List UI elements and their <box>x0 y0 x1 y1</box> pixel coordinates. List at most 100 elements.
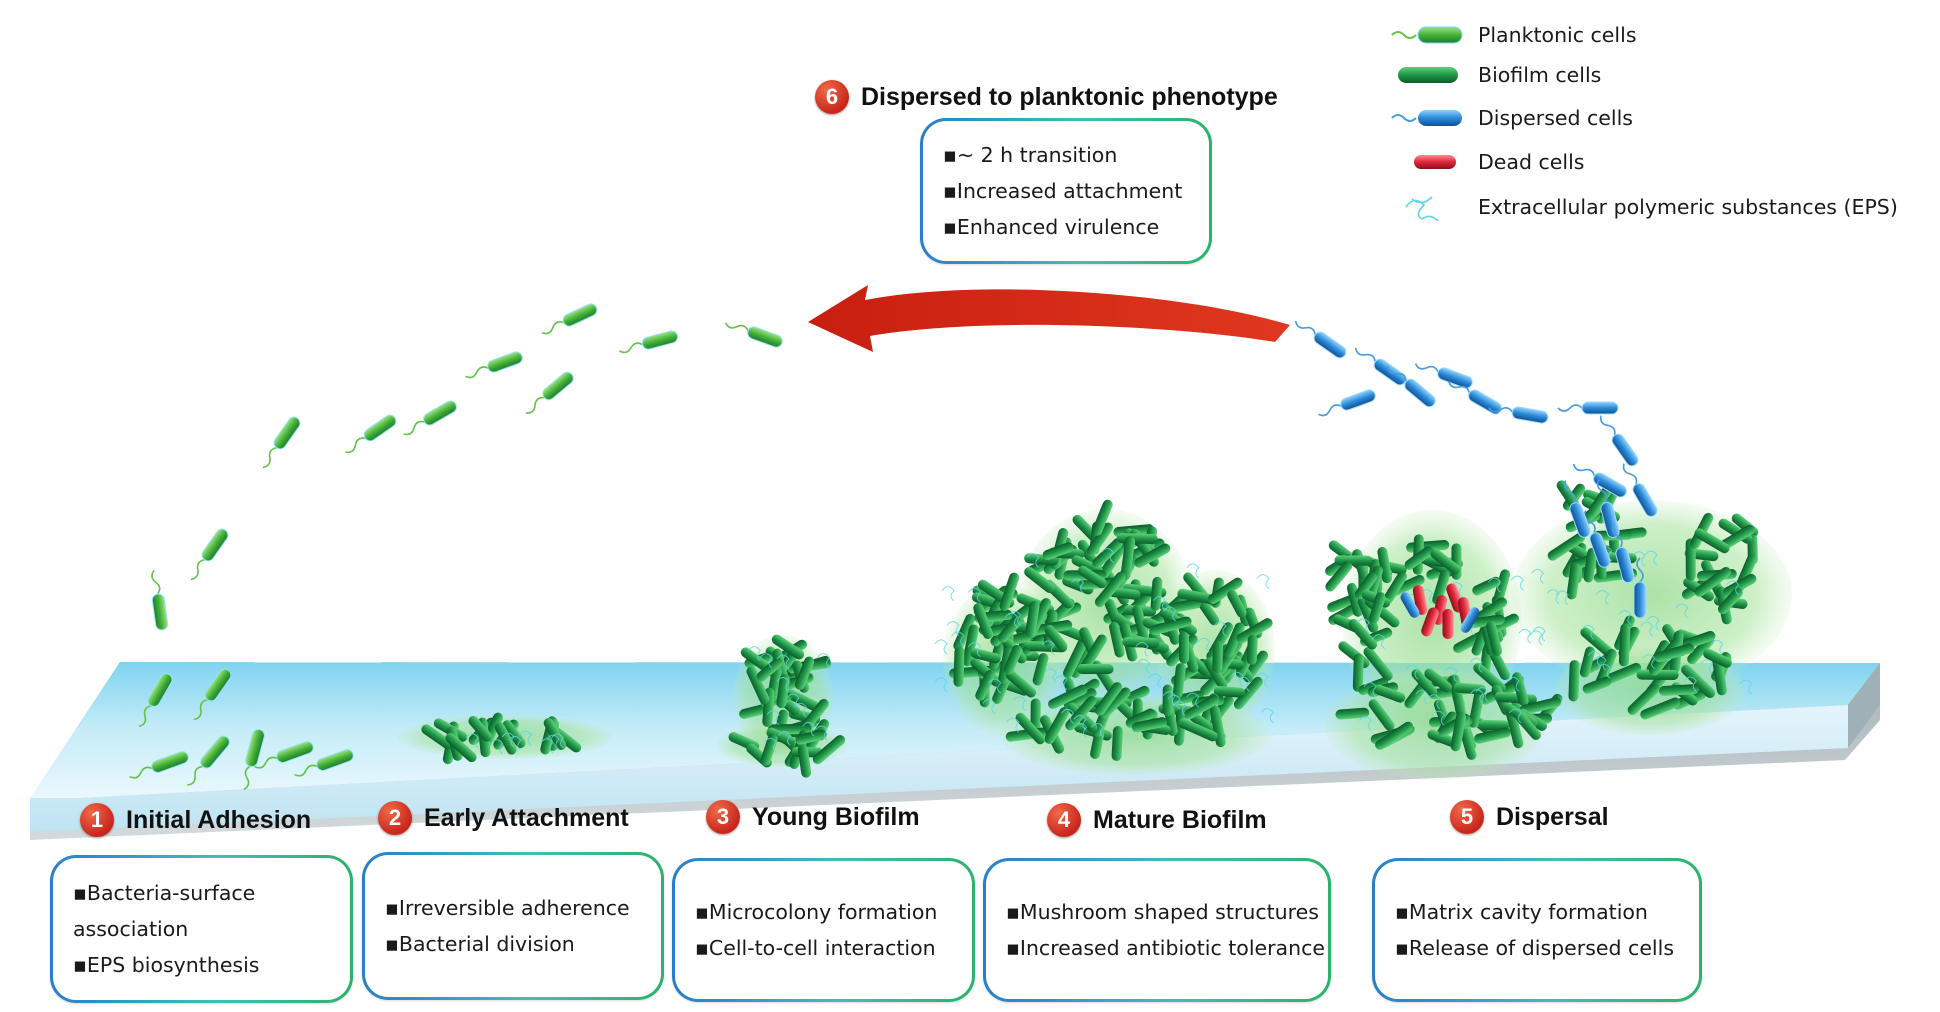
eps-strand <box>1531 568 1545 584</box>
eps-strand <box>934 677 948 693</box>
biofilm-cell <box>1223 622 1245 658</box>
dead-cell <box>1421 607 1439 637</box>
biofilm-cell <box>746 666 770 705</box>
stage-title: Dispersal <box>1496 802 1609 831</box>
stage-1-title: 1 Initial Adhesion <box>80 803 311 837</box>
biofilm-cell <box>1162 684 1173 717</box>
stage-2-box: ▪Irreversible adherence ▪Bacterial divis… <box>362 852 664 1000</box>
biofilm-cell <box>1547 532 1585 561</box>
biofilm-cell <box>1694 567 1732 597</box>
biofilm-cell <box>1044 707 1070 745</box>
dispersed-cell <box>1487 406 1549 424</box>
stage-title: Mature Biofilm <box>1093 805 1267 834</box>
biofilm-cell <box>970 648 1001 664</box>
dispersed-cell <box>1633 557 1647 619</box>
eps-strand <box>1427 694 1441 710</box>
eps-strand <box>1013 696 1027 711</box>
eps-strand <box>1090 722 1104 738</box>
eps-strand <box>490 739 504 755</box>
biofilm-cell <box>1450 711 1466 752</box>
biofilm-cell <box>1486 621 1503 656</box>
biofilm-cell <box>794 656 815 690</box>
eps-strand <box>1632 551 1646 567</box>
stage-point: ▪Matrix cavity formation <box>1395 900 1648 924</box>
legend-label: Biofilm cells <box>1478 63 1602 87</box>
biofilm-cell <box>1411 668 1438 697</box>
eps-strand <box>766 710 780 726</box>
stage-point: ▪Irreversible adherence <box>385 896 630 920</box>
eps-strand <box>967 642 982 657</box>
biofilm-cell <box>1044 624 1068 652</box>
stage-point: ▪Increased attachment <box>943 179 1183 203</box>
eps-strand <box>1593 655 1607 671</box>
biofilm-cell <box>1357 596 1379 633</box>
biofilm-cell <box>1003 644 1023 675</box>
biofilm-cell <box>1712 654 1727 696</box>
biofilm-cell <box>1720 524 1755 550</box>
eps-strand <box>747 646 761 662</box>
biofilm-cell <box>1212 640 1224 674</box>
eps-strand <box>1596 589 1610 605</box>
planktonic-cell <box>525 371 574 414</box>
biofilm-cell <box>1449 674 1466 718</box>
eps-strand <box>802 721 816 737</box>
eps-strand <box>1642 654 1656 670</box>
dispersed-cell <box>1622 463 1658 517</box>
eps-strand <box>1137 658 1151 674</box>
biofilm-cell <box>1170 598 1202 613</box>
biofilm-cell <box>1566 562 1581 600</box>
planktonic-cell <box>193 668 232 721</box>
biofilm-cell <box>1077 663 1114 675</box>
biofilm-cell <box>1468 689 1485 728</box>
stage-title: Early Attachment <box>424 803 629 832</box>
eps-strand <box>1163 606 1177 622</box>
planktonic-cell <box>345 414 397 454</box>
biofilm-cell <box>1132 605 1150 643</box>
eps-strand <box>1167 694 1181 710</box>
biofilm-cell <box>1108 587 1141 600</box>
biofilm-cell <box>1368 699 1395 731</box>
eps-strand <box>1356 618 1370 634</box>
stage-title: Young Biofilm <box>752 802 920 831</box>
dispersed-cell <box>1400 592 1420 618</box>
legend: Planktonic cells Biofilm cells Dispersed… <box>1390 17 1930 227</box>
stage-point: ▪Release of dispersed cells <box>1395 936 1675 960</box>
biofilm-cell <box>1092 538 1124 568</box>
eps-strand <box>776 676 790 692</box>
eps-strand <box>1260 708 1274 724</box>
biofilm-cell <box>953 613 976 651</box>
planktonic-cell <box>138 673 173 728</box>
legend-label: Dead cells <box>1478 150 1585 174</box>
eps-strand <box>988 678 1002 694</box>
eps-strand <box>1420 589 1434 605</box>
eps-strand <box>1475 687 1489 702</box>
biofilm-cell <box>1492 569 1511 609</box>
biofilm-cell <box>1070 642 1093 678</box>
biofilm-cell <box>1005 669 1037 698</box>
biofilm-cell <box>1149 616 1192 636</box>
biofilm-cell <box>1233 676 1263 710</box>
biofilm-cell <box>1063 639 1088 679</box>
eps-strand <box>1074 722 1088 738</box>
eps-strand <box>941 586 955 602</box>
stage-point: ▪Bacterial division <box>385 932 575 956</box>
eps-strand <box>1470 688 1484 704</box>
stage-number-badge: 4 <box>1047 803 1081 837</box>
eps-strand <box>934 639 948 655</box>
biofilm-cell <box>812 735 846 765</box>
biofilm-cell <box>1099 687 1131 719</box>
eps-strand <box>1197 637 1211 653</box>
eps-strand <box>540 738 554 754</box>
stage-point: ▪EPS biosynthesis <box>73 953 260 977</box>
eps-strand <box>1405 664 1419 680</box>
stage-5-box: ▪Matrix cavity formation ▪Release of dis… <box>1372 858 1702 1002</box>
biofilm-cell <box>1204 657 1228 690</box>
eps-strand <box>1358 715 1373 731</box>
dispersed-cell <box>1354 347 1407 386</box>
biofilm-cell <box>1086 522 1113 557</box>
biofilm-cell <box>1363 646 1393 681</box>
biofilm-cell <box>1583 547 1598 583</box>
biofilm-cell <box>1723 573 1757 597</box>
stage-title: Dispersed to planktonic phenotype <box>861 82 1278 111</box>
biofilm-cell <box>739 703 771 719</box>
